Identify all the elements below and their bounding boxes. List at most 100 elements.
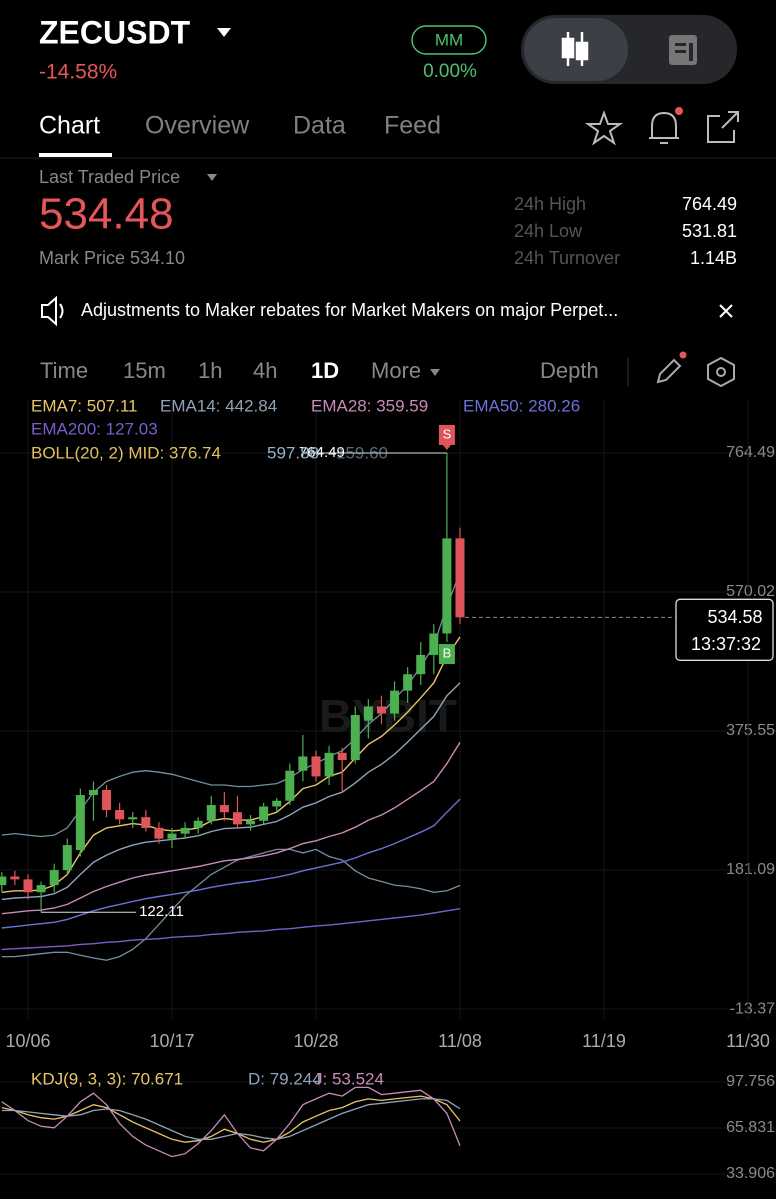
candle-body: [311, 756, 321, 777]
tab[interactable]: Feed: [384, 112, 441, 140]
y-tick-label: 65.831: [726, 1119, 775, 1136]
x-tick-label: 10/06: [5, 1031, 50, 1051]
y-tick-label: 33.906: [726, 1165, 775, 1182]
candle-body: [272, 800, 282, 807]
share-icon[interactable]: [707, 111, 739, 143]
candle-body: [206, 805, 216, 821]
last-price: 534.48: [39, 190, 174, 239]
min-label: 122.11: [139, 903, 184, 920]
candle-body: [416, 654, 426, 675]
interval[interactable]: More: [371, 358, 421, 383]
legend-entry: BOLL(20, 2) MID: 376.74: [31, 443, 221, 462]
candle-body: [49, 870, 59, 886]
legend-entry: 597.88: [267, 443, 319, 462]
tab[interactable]: Overview: [145, 112, 250, 140]
interval[interactable]: Time: [40, 358, 88, 383]
announcement[interactable]: Adjustments to Maker rebates for Market …: [81, 300, 618, 320]
mm-pill[interactable]: [411, 25, 487, 55]
candle-body: [442, 538, 452, 634]
candle-body: [88, 790, 98, 796]
draw-icon[interactable]: [656, 358, 682, 384]
legend-entry: EMA50: 280.26: [463, 396, 580, 415]
change: -14.58%: [39, 61, 117, 84]
candle-body: [350, 714, 360, 761]
price-label[interactable]: Last Traded Price: [39, 167, 180, 187]
watermark: BYBIT: [319, 690, 457, 742]
candle-body: [246, 820, 256, 825]
candle-body: [429, 633, 439, 655]
settings-icon-center: [716, 367, 726, 377]
settings-icon[interactable]: [707, 356, 735, 388]
indicator-line: [1, 742, 461, 915]
candle-body: [337, 752, 347, 761]
sell-marker-tip: [442, 444, 451, 450]
indicator-line: [1, 682, 461, 901]
alert-dot: [675, 107, 683, 115]
x-tick-label: 11/08: [438, 1031, 482, 1051]
interval[interactable]: 15m: [123, 358, 166, 383]
alert-icon[interactable]: [649, 111, 679, 144]
candle-body: [232, 812, 242, 825]
candle-body: [154, 827, 164, 839]
max-label: 764.49: [299, 444, 345, 461]
chart: 764.49 570.02 375.55 181.09 -13.37 10/06 10/17…: [0, 396, 776, 1182]
speaker-icon: [41, 295, 64, 327]
y-tick-label: 764.49: [726, 444, 775, 461]
symbol[interactable]: ZECUSDT: [39, 14, 191, 50]
stat-label: 24h Low: [514, 221, 583, 241]
mm-label[interactable]: MM: [435, 30, 463, 49]
candle-body: [403, 674, 413, 691]
y-tick-label: 570.02: [726, 583, 775, 600]
indicator-line: [1, 798, 461, 929]
tab[interactable]: Data: [293, 112, 346, 140]
tab-underline: [39, 153, 112, 157]
buy-marker-bg: [438, 644, 455, 665]
candle-body: [298, 756, 308, 771]
candle-body: [23, 879, 33, 893]
candle-body: [36, 885, 46, 893]
x-tick-label: 10/17: [149, 1031, 194, 1051]
symbol-dropdown[interactable]: [217, 28, 231, 37]
close-icon[interactable]: [719, 304, 733, 318]
y-tick-label: 97.756: [726, 1073, 775, 1090]
mark-price: Mark Price 534.10: [39, 248, 185, 268]
indicator-line: [1, 908, 461, 951]
candle-body: [285, 770, 295, 801]
legend-entry: 159.60: [336, 443, 388, 462]
legend-entry: EMA28: 359.59: [311, 396, 428, 415]
interval-selected[interactable]: 1D: [311, 358, 339, 383]
price-dropdown[interactable]: [207, 174, 217, 181]
interval[interactable]: 1h: [198, 358, 222, 383]
candle-body: [10, 876, 20, 880]
book-icon[interactable]: [669, 35, 697, 65]
mm-value: 0.00%: [423, 61, 477, 82]
candle-body: [363, 706, 373, 721]
y-tick-label: -13.37: [730, 1000, 775, 1017]
candle-body: [219, 805, 229, 813]
more-dropdown[interactable]: [430, 369, 440, 376]
legend-entry: EMA7: 507.11: [31, 396, 137, 415]
candle-body: [455, 538, 465, 618]
x-tick-label: 11/30: [726, 1031, 770, 1051]
price-tag-value: 534.58: [707, 607, 762, 627]
candle-body: [180, 827, 190, 834]
candle-body: [115, 810, 125, 820]
kdj-line: [1, 1095, 461, 1143]
candle-body: [324, 752, 334, 777]
candle-body: [75, 795, 85, 851]
sell-marker-bg: [438, 424, 455, 445]
candle-body: [167, 833, 177, 839]
candle-body: [376, 706, 386, 714]
legend-entry: J: 53.524: [314, 1069, 384, 1088]
legend-entry: D: 79.244: [248, 1069, 322, 1088]
interval[interactable]: 4h: [253, 358, 277, 383]
favorite-icon[interactable]: [584, 110, 624, 146]
depth-tab[interactable]: Depth: [540, 358, 599, 383]
boll-lower: [1, 848, 461, 961]
candle-body: [128, 817, 138, 820]
candle-body: [390, 690, 400, 714]
tab[interactable]: Chart: [39, 112, 100, 140]
